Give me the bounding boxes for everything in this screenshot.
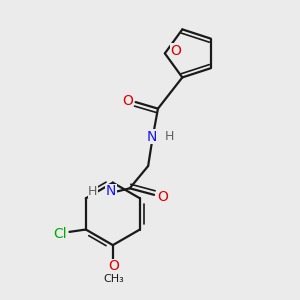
Text: H: H <box>88 185 98 198</box>
Text: Cl: Cl <box>53 227 67 241</box>
Text: O: O <box>108 259 119 273</box>
Text: O: O <box>171 44 182 58</box>
Text: O: O <box>157 190 168 204</box>
Text: O: O <box>122 94 133 108</box>
Text: N: N <box>106 184 116 198</box>
Text: CH₃: CH₃ <box>103 274 124 284</box>
Text: H: H <box>165 130 175 143</box>
Text: N: N <box>146 130 157 144</box>
